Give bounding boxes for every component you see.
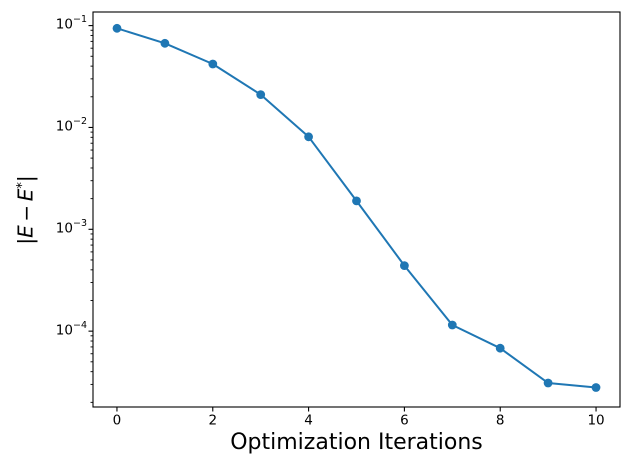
y-tick-label: 10−1	[55, 14, 87, 33]
data-point	[352, 196, 361, 206]
ylabel-minus: −	[13, 204, 38, 222]
ylabel-E: E	[13, 225, 38, 238]
x-tick-label: 8	[496, 413, 505, 429]
x-tick-label: 2	[208, 413, 217, 429]
x-tick-label: 0	[113, 413, 122, 429]
data-line	[116, 27, 597, 389]
x-tick-label: 10	[587, 413, 604, 429]
data-point	[112, 23, 122, 33]
data-point	[160, 38, 170, 48]
data-point	[591, 383, 601, 392]
axes-frame	[92, 11, 621, 408]
data-point	[495, 343, 505, 353]
data-point	[447, 320, 457, 330]
data-point	[208, 59, 218, 69]
data-point	[543, 378, 553, 388]
ylabel-bar-open: |	[13, 237, 38, 245]
y-tick-label: 10−3	[55, 217, 87, 237]
y-axis-label: |E−E*|	[8, 110, 38, 310]
y-tick-label: 10−2	[55, 116, 87, 135]
x-axis-label: Optimization Iterations	[230, 430, 483, 455]
data-point	[400, 261, 409, 270]
data-point	[304, 132, 313, 142]
x-tick-label: 6	[400, 413, 409, 429]
y-tick-label: 10−4	[55, 319, 87, 339]
data-point	[256, 90, 266, 99]
ylabel-E-star-base: E	[13, 188, 38, 202]
ylabel-star-superscript: *	[14, 182, 30, 189]
x-tick-label: 4	[304, 413, 313, 429]
